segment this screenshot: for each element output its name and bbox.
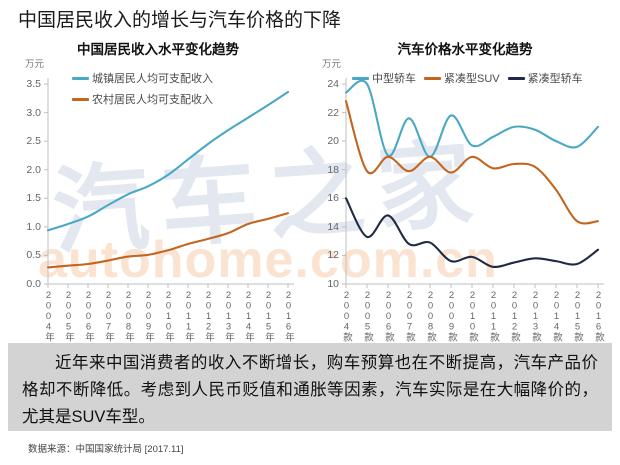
chart-plot-income [44,78,294,288]
legend-label-urban-income: 城镇居民人均可支配收入 [92,73,213,85]
x-tick-label: 2007款 [404,290,415,341]
x-tick-label: 2006款 [383,290,394,341]
chart-title-income: 中国居民收入水平变化趋势 [77,42,239,57]
x-tick-label: 2016款 [593,290,604,341]
x-tick-label: 2005年 [63,290,74,341]
y-axis-unit-income: 万元 [25,59,45,70]
y-tick-label: 0.0 [26,278,41,290]
y-tick-label: 10 [327,278,339,290]
x-tick-label: 2010年 [163,290,174,341]
legend-item-compact-suv[interactable]: 紧凑型SUV [424,70,500,86]
x-tick-label: 2013款 [530,290,541,341]
y-tick-label: 2.0 [26,163,41,176]
x-tick-label: 2012款 [509,290,520,341]
chart-title-price: 汽车价格水平变化趋势 [397,42,533,57]
x-tick-label: 2013年 [223,290,234,341]
y-tick-label: 24 [327,78,339,90]
source-note: 数据来源：中国国家统计局 [2017.11] [28,444,184,455]
legend-item-urban-income[interactable]: 城镇居民人均可支配收入 [72,70,213,86]
chart-panel-price: 汽车价格水平变化趋势 万元 中型轿车 紧凑型SUV 紧凑型轿车 10 12 14 16… [310,38,620,341]
y-tick-label: 14 [327,220,339,233]
y-tick-label: 3.0 [26,106,41,119]
y-tick-label: 1.0 [26,220,41,233]
legend-label-compact-sedan: 紧凑型轿车 [527,73,583,85]
caption-box: 近年来中国消费者的收入不断增长，购车预算也在不断提高，汽车产品价格却不断降低。考… [8,343,612,431]
legend-label-rural-income: 农村居民人均可支配收入 [92,94,213,106]
x-tick-label: 2012年 [203,290,214,341]
chart-legend-price: 中型轿车 紧凑型SUV 紧凑型轿车 [352,70,591,86]
caption-text: 近年来中国消费者的收入不断增长，购车预算也在不断提高，汽车产品价格却不断降低。考… [22,354,598,426]
x-tick-label: 2009款 [446,290,457,341]
x-tick-label: 2011年 [183,290,194,341]
y-tick-label: 20 [327,135,339,148]
x-tick-label: 2007年 [103,290,114,341]
y-tick-label: 18 [327,163,339,176]
chart-panel-income: 中国居民收入水平变化趋势 万元 城镇居民人均可支配收入 农村居民人均可支配收入 … [0,38,310,341]
legend-swatch-compact-sedan [507,76,525,80]
x-tick-label: 2015款 [572,290,583,341]
legend-item-midsize-sedan[interactable]: 中型轿车 [352,70,416,86]
x-tick-label: 2006年 [83,290,94,341]
x-tick-label: 2008年 [123,290,134,341]
legend-swatch-rural-income [72,97,89,101]
y-tick-label: 0.5 [26,249,41,262]
y-tick-label: 3.5 [26,78,41,90]
x-tick-label: 2004款 [341,290,352,341]
x-tick-label: 2009年 [143,290,154,341]
legend-label-compact-suv: 紧凑型SUV [444,73,500,85]
y-tick-label: 22 [327,106,339,119]
chart-legend-income: 城镇居民人均可支配收入 农村居民人均可支配收入 [72,70,213,112]
y-axis-unit-price: 万元 [322,59,342,70]
x-tick-label: 2015年 [263,290,274,341]
x-tick-label: 2016年 [283,290,294,341]
x-tick-label: 2014款 [551,290,562,341]
y-tick-label: 16 [327,192,339,205]
legend-swatch-urban-income [72,76,89,80]
x-tick-label: 2008款 [425,290,436,341]
y-tick-label: 2.5 [26,135,41,148]
x-tick-label: 2004年 [43,290,54,341]
x-tick-label: 2011款 [488,290,499,341]
x-tick-label: 2005款 [362,290,373,341]
legend-item-rural-income[interactable]: 农村居民人均可支配收入 [72,91,213,107]
y-tick-label: 1.5 [26,192,41,205]
legend-label-midsize-sedan: 中型轿车 [372,73,416,85]
x-tick-label: 2010款 [467,290,478,341]
x-tick-label: 2014年 [243,290,254,341]
y-tick-label: 12 [327,249,339,262]
legend-swatch-compact-suv [424,76,441,80]
legend-swatch-midsize-sedan [352,76,369,80]
page-title: 中国居民收入的增长与汽车价格的下降 [18,10,342,31]
chart-plot-price [342,78,604,288]
legend-item-compact-sedan[interactable]: 紧凑型轿车 [507,70,583,86]
